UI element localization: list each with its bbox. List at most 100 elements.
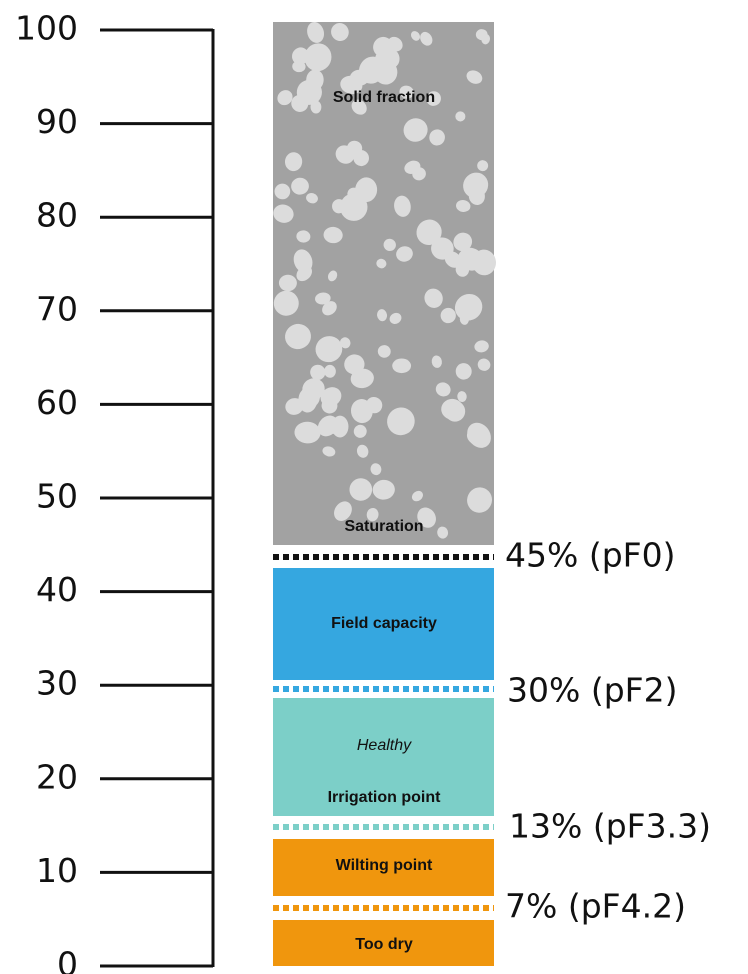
pebble <box>383 238 396 251</box>
pebble <box>366 507 379 522</box>
pebble <box>292 47 309 65</box>
pebble <box>389 312 402 324</box>
zone-label: Wilting point <box>336 857 433 874</box>
pebble <box>455 111 466 122</box>
pebble <box>404 160 421 174</box>
pebble <box>456 199 471 212</box>
tick-label: 70 <box>36 289 78 328</box>
zone-label: Solid fraction <box>333 89 435 106</box>
pebble <box>426 91 441 106</box>
tick-label: 10 <box>36 851 78 890</box>
tick-label: 90 <box>36 102 78 141</box>
pebble <box>307 22 325 43</box>
tick-label: 40 <box>36 570 78 609</box>
pebble <box>292 60 306 73</box>
tick-label: 50 <box>36 477 78 516</box>
pebble <box>315 292 331 305</box>
pebble <box>441 398 464 420</box>
pebble <box>411 490 423 502</box>
pebble <box>467 422 491 448</box>
pebble <box>339 337 351 349</box>
healthy-zone <box>273 698 494 816</box>
pebble <box>474 340 489 353</box>
pebble <box>273 204 294 223</box>
pebble <box>392 358 412 374</box>
zone-label: Too dry <box>355 936 413 953</box>
pebble <box>399 85 414 99</box>
pebble <box>335 145 355 164</box>
tick-label: 0 <box>57 945 78 974</box>
zone-label: Saturation <box>344 518 423 535</box>
pebble <box>285 323 311 350</box>
pebble <box>331 23 349 41</box>
zone-label: Field capacity <box>331 615 437 632</box>
pebble <box>320 387 342 407</box>
pebble <box>457 247 484 271</box>
pebble <box>372 479 395 500</box>
pebble <box>394 195 411 217</box>
pebble <box>431 237 454 260</box>
pebble <box>294 421 321 444</box>
pebble <box>356 444 369 458</box>
pebble <box>387 407 415 436</box>
pebble <box>373 36 393 57</box>
pebble <box>420 31 433 46</box>
pebble <box>322 301 337 316</box>
pebble <box>353 150 369 167</box>
pebble <box>424 288 443 308</box>
zone-note: Healthy <box>357 737 412 754</box>
pebble <box>349 478 373 501</box>
pebble <box>459 313 470 325</box>
pebble <box>291 177 309 195</box>
tick-label: 100 <box>15 9 78 48</box>
field-zone <box>273 568 494 680</box>
pebble <box>344 354 365 375</box>
pebble <box>403 118 428 142</box>
pebble <box>351 99 367 115</box>
pebble <box>437 526 449 539</box>
pebble <box>463 172 489 199</box>
pebble <box>377 345 391 358</box>
pebble <box>327 270 338 282</box>
pebble <box>429 129 445 146</box>
pebble <box>317 415 338 437</box>
pebble <box>431 355 442 368</box>
pebble <box>355 177 378 203</box>
wilting-zone <box>273 839 494 896</box>
pebble <box>350 399 373 424</box>
threshold-label: 7% (pF4.2) <box>505 887 686 926</box>
pebble <box>278 274 297 292</box>
pebble <box>376 258 387 269</box>
pebble <box>296 79 322 105</box>
pebble <box>304 43 332 72</box>
pebble <box>340 75 363 95</box>
pebble <box>454 293 483 321</box>
pebble <box>466 70 483 84</box>
pebble <box>322 446 336 457</box>
pebble <box>453 232 473 252</box>
pebble <box>315 336 343 363</box>
pebble <box>273 290 299 316</box>
pebble <box>277 90 293 106</box>
pebble <box>370 463 382 476</box>
pebble <box>310 364 326 381</box>
pebble <box>457 391 467 402</box>
zone-label: Irrigation point <box>328 789 442 806</box>
pebble <box>293 249 313 273</box>
pebble <box>323 226 343 244</box>
pebble <box>334 501 352 521</box>
pebble <box>477 358 491 371</box>
tick-label: 80 <box>36 196 78 235</box>
pebble <box>417 507 436 528</box>
pebble <box>416 219 442 245</box>
solid-bg <box>273 22 494 545</box>
threshold-label: 13% (pF3.3) <box>509 807 711 846</box>
pebble <box>440 307 456 324</box>
pebble <box>475 29 488 41</box>
tick-label: 30 <box>36 664 78 703</box>
tick-label: 20 <box>36 757 78 796</box>
pebble <box>467 487 493 513</box>
dry-zone <box>273 920 494 966</box>
